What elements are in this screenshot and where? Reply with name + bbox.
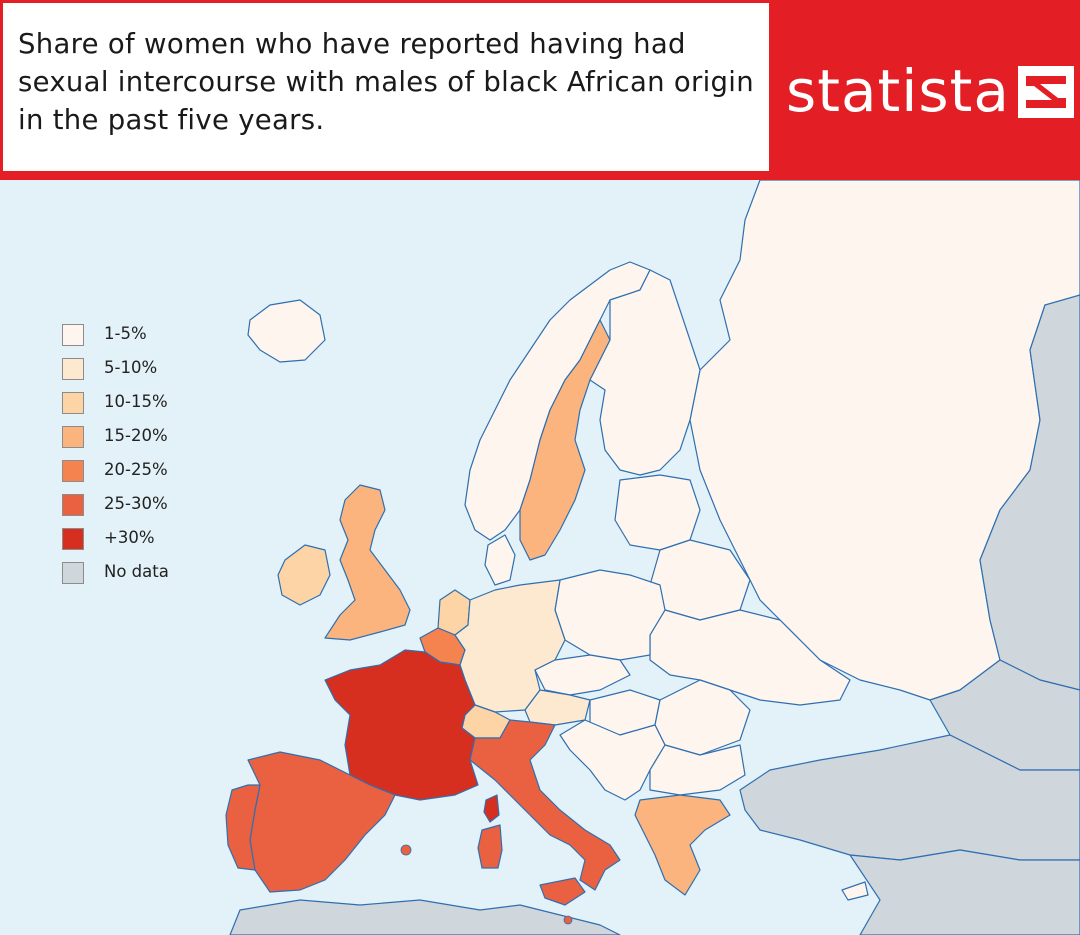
region-north-africa	[229, 899, 621, 935]
region-sweden	[519, 319, 611, 561]
region-sicily	[539, 877, 586, 906]
region-turkey	[739, 734, 1080, 861]
legend-item: 15-20%	[62, 424, 232, 458]
region-finland	[589, 269, 701, 476]
island-marker	[563, 915, 573, 925]
island-marker	[400, 844, 412, 856]
region-balkans	[559, 719, 666, 801]
legend-label: 5-10%	[104, 358, 158, 377]
legend-item: 20-25%	[62, 458, 232, 492]
region-ukraine	[649, 609, 851, 706]
legend-item: +30%	[62, 526, 232, 560]
small-islands	[400, 844, 573, 925]
legend-swatch	[62, 426, 84, 448]
legend-label: 1-5%	[104, 324, 147, 343]
legend-label: 25-30%	[104, 494, 168, 513]
map-legend: 1-5% 5-10% 10-15% 15-20% 20-25% 25-30% +…	[62, 322, 232, 594]
region-layer	[225, 180, 1080, 935]
legend-label: 10-15%	[104, 392, 168, 411]
legend-label: No data	[104, 562, 169, 581]
statista-logo-icon	[1018, 66, 1074, 118]
region-iceland	[247, 299, 326, 363]
region-sardinia	[477, 824, 503, 869]
region-corsica	[483, 794, 500, 823]
map-title: Share of women who have reported having …	[18, 28, 754, 136]
legend-label: +30%	[104, 528, 155, 547]
legend-swatch	[62, 494, 84, 516]
region-cyprus	[841, 881, 869, 901]
region-middle-east	[849, 849, 1080, 935]
region-denmark	[484, 534, 516, 586]
region-united-kingdom	[324, 484, 411, 641]
legend-swatch	[62, 392, 84, 414]
legend-item: 5-10%	[62, 356, 232, 390]
region-portugal	[225, 784, 261, 871]
legend-swatch	[62, 460, 84, 482]
legend-label: 20-25%	[104, 460, 168, 479]
europe-map	[0, 180, 1080, 935]
legend-swatch	[62, 358, 84, 380]
legend-swatch	[62, 324, 84, 346]
region-greece	[634, 794, 731, 896]
legend-label: 15-20%	[104, 426, 168, 445]
legend-swatch	[62, 562, 84, 584]
legend-item: 1-5%	[62, 322, 232, 356]
region-kazakhstan	[979, 294, 1080, 691]
legend-swatch	[62, 528, 84, 550]
brand-name: statista	[786, 57, 1010, 125]
region-baltics	[614, 474, 701, 551]
region-bulgaria	[649, 744, 746, 796]
legend-item: No data	[62, 560, 232, 594]
statista-logo: statista	[786, 58, 1076, 128]
region-italy	[469, 719, 621, 891]
legend-item: 25-30%	[62, 492, 232, 526]
header: Share of women who have reported having …	[0, 0, 1080, 180]
region-norway	[464, 261, 651, 541]
title-box: Share of women who have reported having …	[3, 3, 769, 174]
region-ireland	[277, 544, 331, 606]
legend-item: 10-15%	[62, 390, 232, 424]
